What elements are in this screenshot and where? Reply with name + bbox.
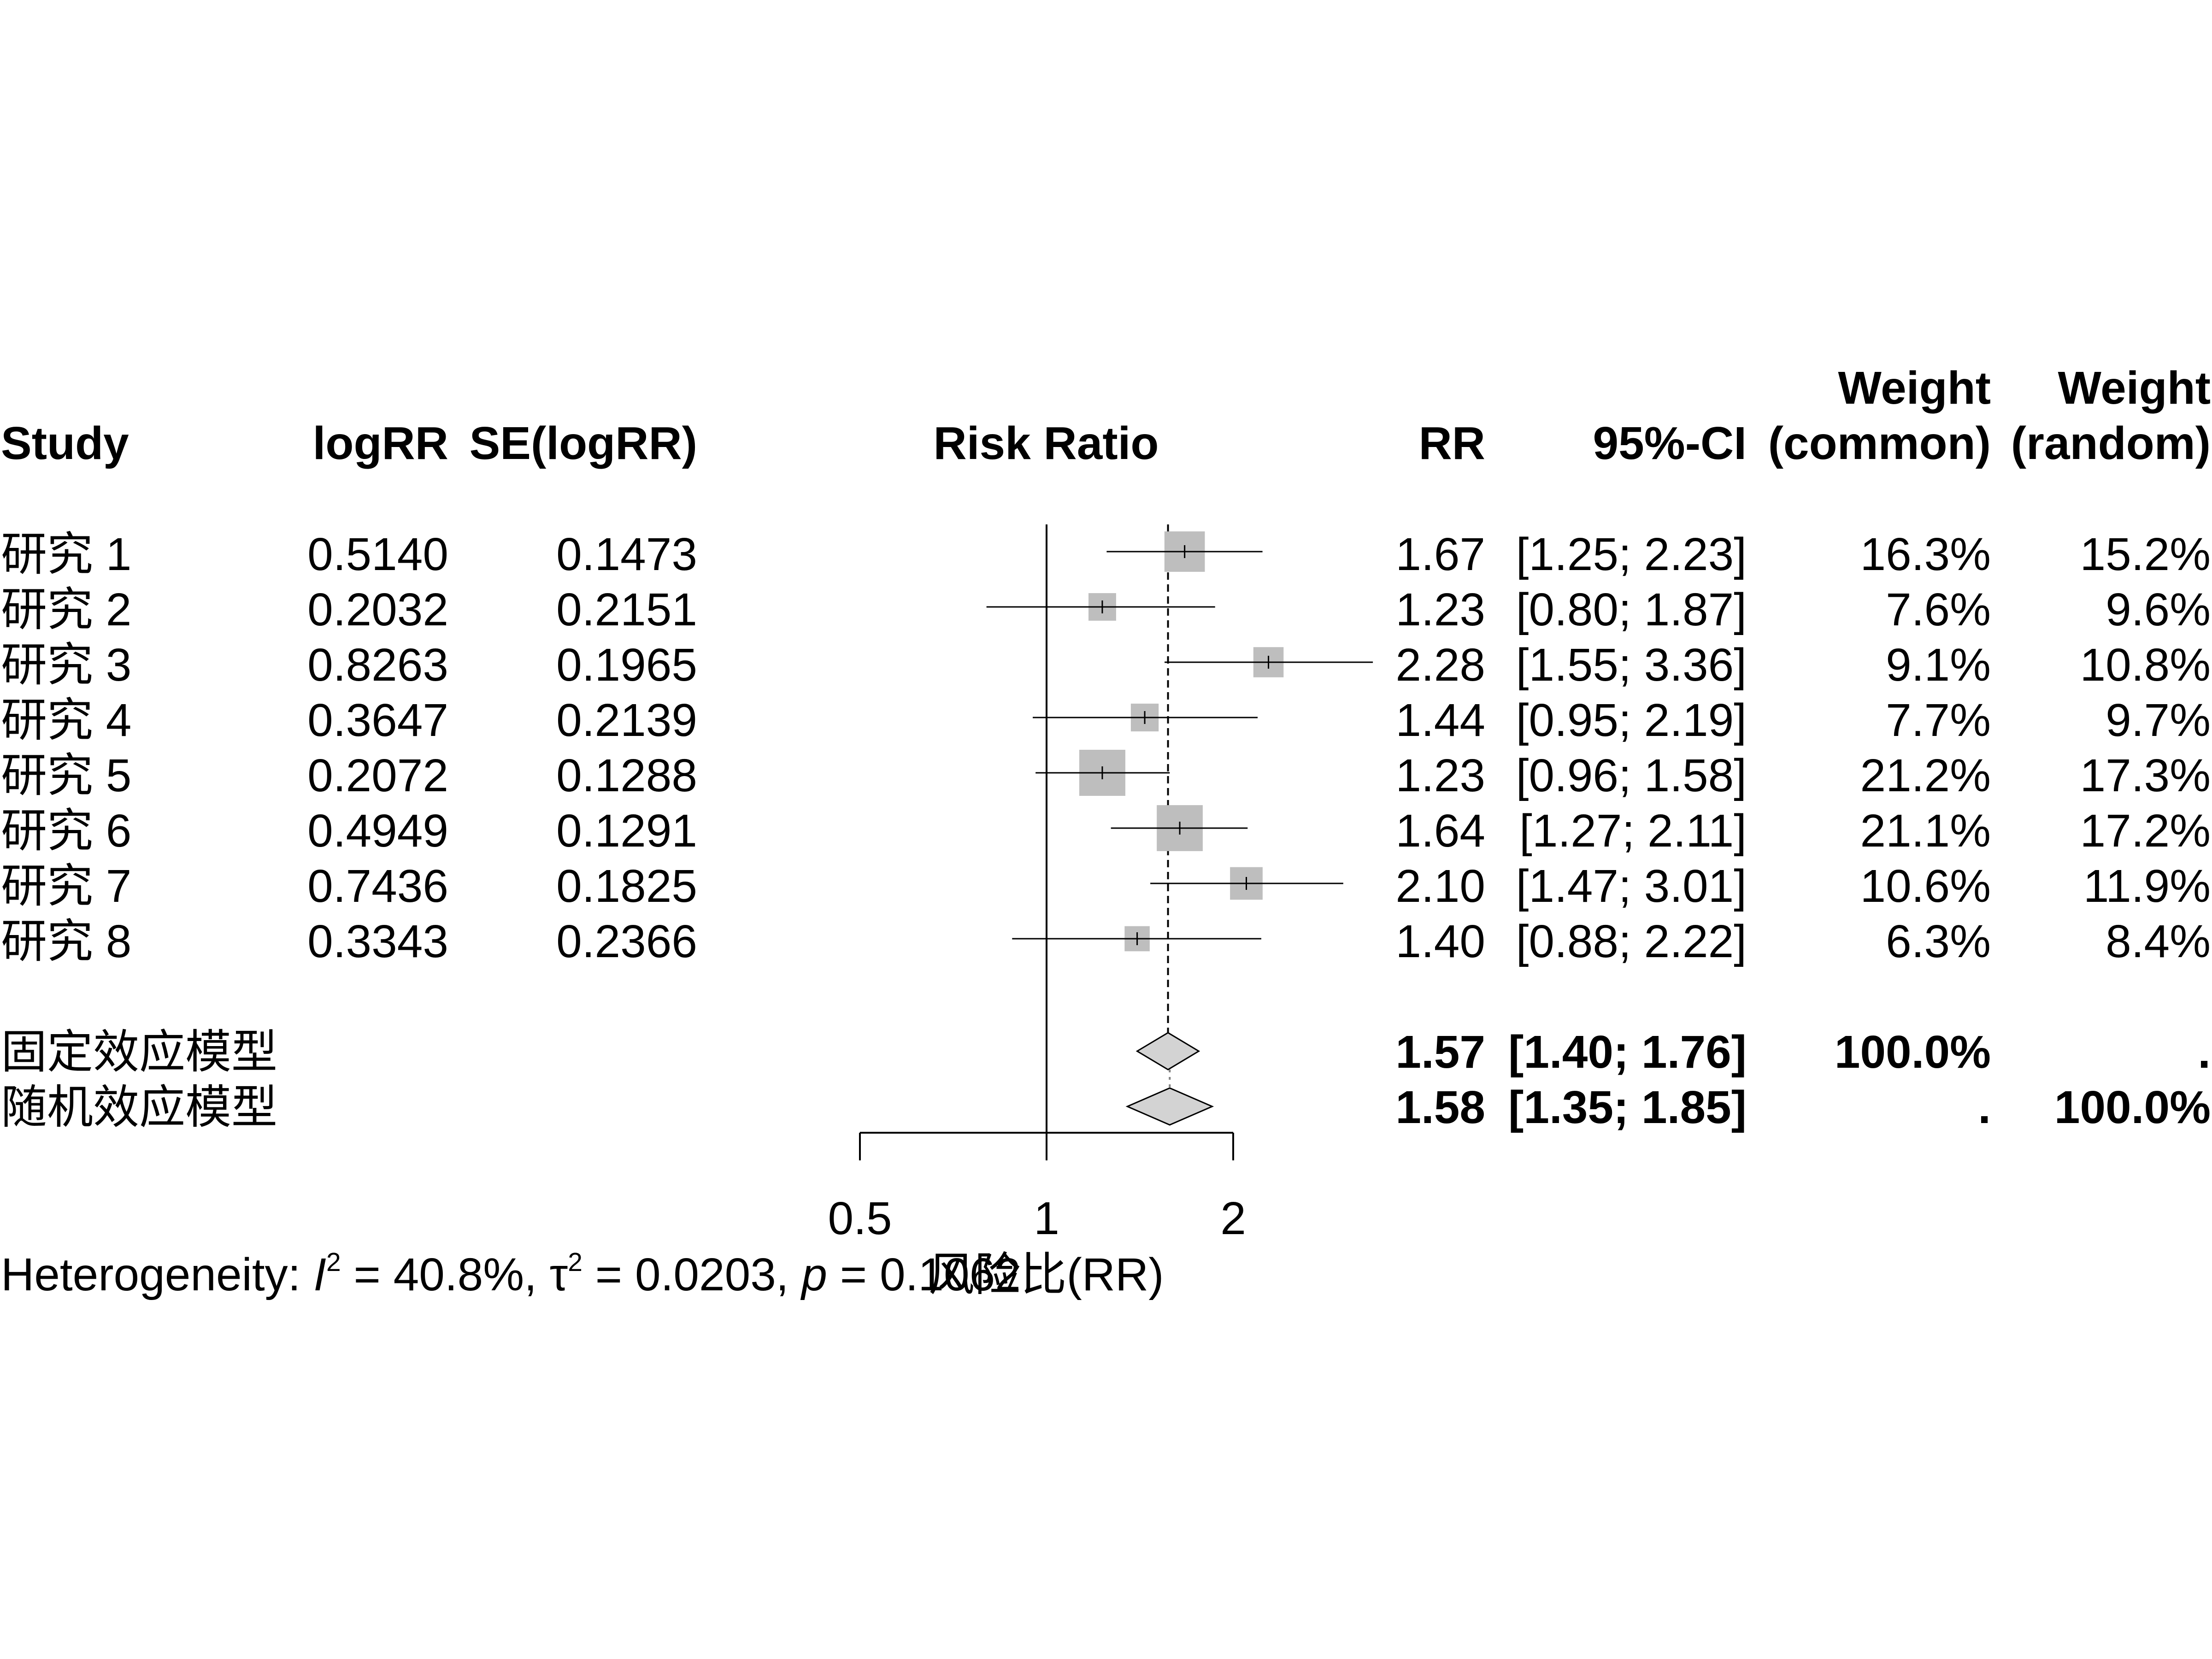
tick-label: 2 (1220, 1193, 1246, 1244)
study-weight-random: 17.3% (2080, 750, 2211, 801)
x-axis-label: 风险比(RR) (928, 1249, 1164, 1300)
study-rr: 1.23 (1395, 750, 1485, 801)
study-se: 0.1825 (556, 860, 697, 912)
study-se: 0.2366 (556, 916, 697, 967)
study-se: 0.2151 (556, 584, 697, 635)
study-ci: [1.55; 3.36] (1516, 639, 1747, 691)
summary-weight-random: . (2198, 1026, 2211, 1078)
study-rows: 研究 1 0.5140 0.1473 1.67 [1.25; 2.23] 16.… (1, 529, 2211, 967)
study-name: 研究 3 (1, 639, 131, 691)
summary-weight-common: 100.0% (1835, 1026, 1991, 1078)
study-rr: 2.28 (1395, 639, 1485, 691)
study-logrr: 0.3647 (307, 694, 448, 746)
study-weight-random: 10.8% (2080, 639, 2211, 691)
study-se: 0.1965 (556, 639, 697, 691)
summary-rows: 固定效应模型 1.57 [1.40; 1.76] 100.0% . 随机效应模型… (1, 1026, 2211, 1133)
study-rr: 1.64 (1395, 805, 1485, 857)
study-se: 0.1291 (556, 805, 697, 857)
summary-diamond (1125, 1087, 1214, 1126)
study-logrr: 0.2072 (307, 750, 448, 801)
study-weight-random: 17.2% (2080, 805, 2211, 857)
header-weight-common-top: Weight (1838, 362, 1991, 414)
study-weight-common: 10.6% (1860, 860, 1991, 912)
study-ci: [1.27; 2.11] (1519, 805, 1747, 857)
study-rr: 1.40 (1395, 916, 1485, 967)
header-weight-common-bottom: (common) (1768, 418, 1991, 469)
summary-name: 随机效应模型 (1, 1082, 277, 1133)
study-ci: [0.88; 2.22] (1516, 916, 1747, 967)
study-name: 研究 1 (1, 529, 131, 580)
summary-diamond (1135, 1032, 1200, 1071)
summary-name: 固定效应模型 (1, 1026, 277, 1078)
study-weight-common: 16.3% (1860, 529, 1991, 580)
tick-label: 1 (1034, 1193, 1059, 1244)
study-weight-common: 7.7% (1886, 694, 1991, 746)
header-study: Study (1, 418, 129, 469)
summary-weight-common: . (1978, 1082, 1991, 1133)
study-name: 研究 2 (1, 584, 131, 635)
header-se: SE(logRR) (470, 418, 697, 469)
header-rr: RR (1419, 418, 1485, 469)
study-name: 研究 7 (1, 860, 131, 912)
study-weight-common: 9.1% (1886, 639, 1991, 691)
study-ci: [1.47; 3.01] (1516, 860, 1747, 912)
study-weight-common: 21.2% (1860, 750, 1991, 801)
study-se: 0.1473 (556, 529, 697, 580)
study-rr: 1.23 (1395, 584, 1485, 635)
summary-rr: 1.57 (1395, 1026, 1485, 1078)
study-logrr: 0.2032 (307, 584, 448, 635)
study-name: 研究 5 (1, 750, 131, 801)
header-risk-ratio: Risk Ratio (933, 418, 1159, 469)
study-name: 研究 6 (1, 805, 131, 857)
plot-area (859, 524, 1373, 1160)
study-logrr: 0.5140 (307, 529, 448, 580)
study-logrr: 0.8263 (307, 639, 448, 691)
summary-weight-random: 100.0% (2054, 1082, 2211, 1133)
study-ci: [0.96; 1.58] (1516, 750, 1747, 801)
study-logrr: 0.3343 (307, 916, 448, 967)
header-logrr: logRR (313, 418, 448, 469)
study-logrr: 0.4949 (307, 805, 448, 857)
heterogeneity-text: Heterogeneity: I2 = 40.8%, τ2 = 0.0203, … (1, 1247, 1021, 1300)
study-weight-common: 21.1% (1860, 805, 1991, 857)
study-rr: 1.44 (1395, 694, 1485, 746)
study-logrr: 0.7436 (307, 860, 448, 912)
tick-label: 0.5 (828, 1193, 892, 1244)
study-weight-common: 7.6% (1886, 584, 1991, 635)
study-rr: 2.10 (1395, 860, 1485, 912)
study-name: 研究 4 (1, 694, 131, 746)
header-weight-random-top: Weight (2058, 362, 2211, 414)
study-weight-random: 9.6% (2106, 584, 2211, 635)
study-ci: [1.25; 2.23] (1516, 529, 1747, 580)
study-weight-random: 9.7% (2106, 694, 2211, 746)
study-se: 0.1288 (556, 750, 697, 801)
study-ci: [0.80; 1.87] (1516, 584, 1747, 635)
study-ci: [0.95; 2.19] (1516, 694, 1747, 746)
study-weight-random: 15.2% (2080, 529, 2211, 580)
summary-ci: [1.35; 1.85] (1508, 1082, 1747, 1133)
study-weight-random: 11.9% (2083, 860, 2211, 912)
header-ci: 95%-CI (1593, 418, 1747, 469)
study-name: 研究 8 (1, 916, 131, 967)
study-weight-random: 8.4% (2106, 916, 2211, 967)
header-weight-random-bottom: (random) (2011, 418, 2211, 469)
study-rr: 1.67 (1395, 529, 1485, 580)
summary-ci: [1.40; 1.76] (1508, 1026, 1747, 1078)
summary-rr: 1.58 (1395, 1082, 1485, 1133)
study-se: 0.2139 (556, 694, 697, 746)
study-weight-common: 6.3% (1886, 916, 1991, 967)
